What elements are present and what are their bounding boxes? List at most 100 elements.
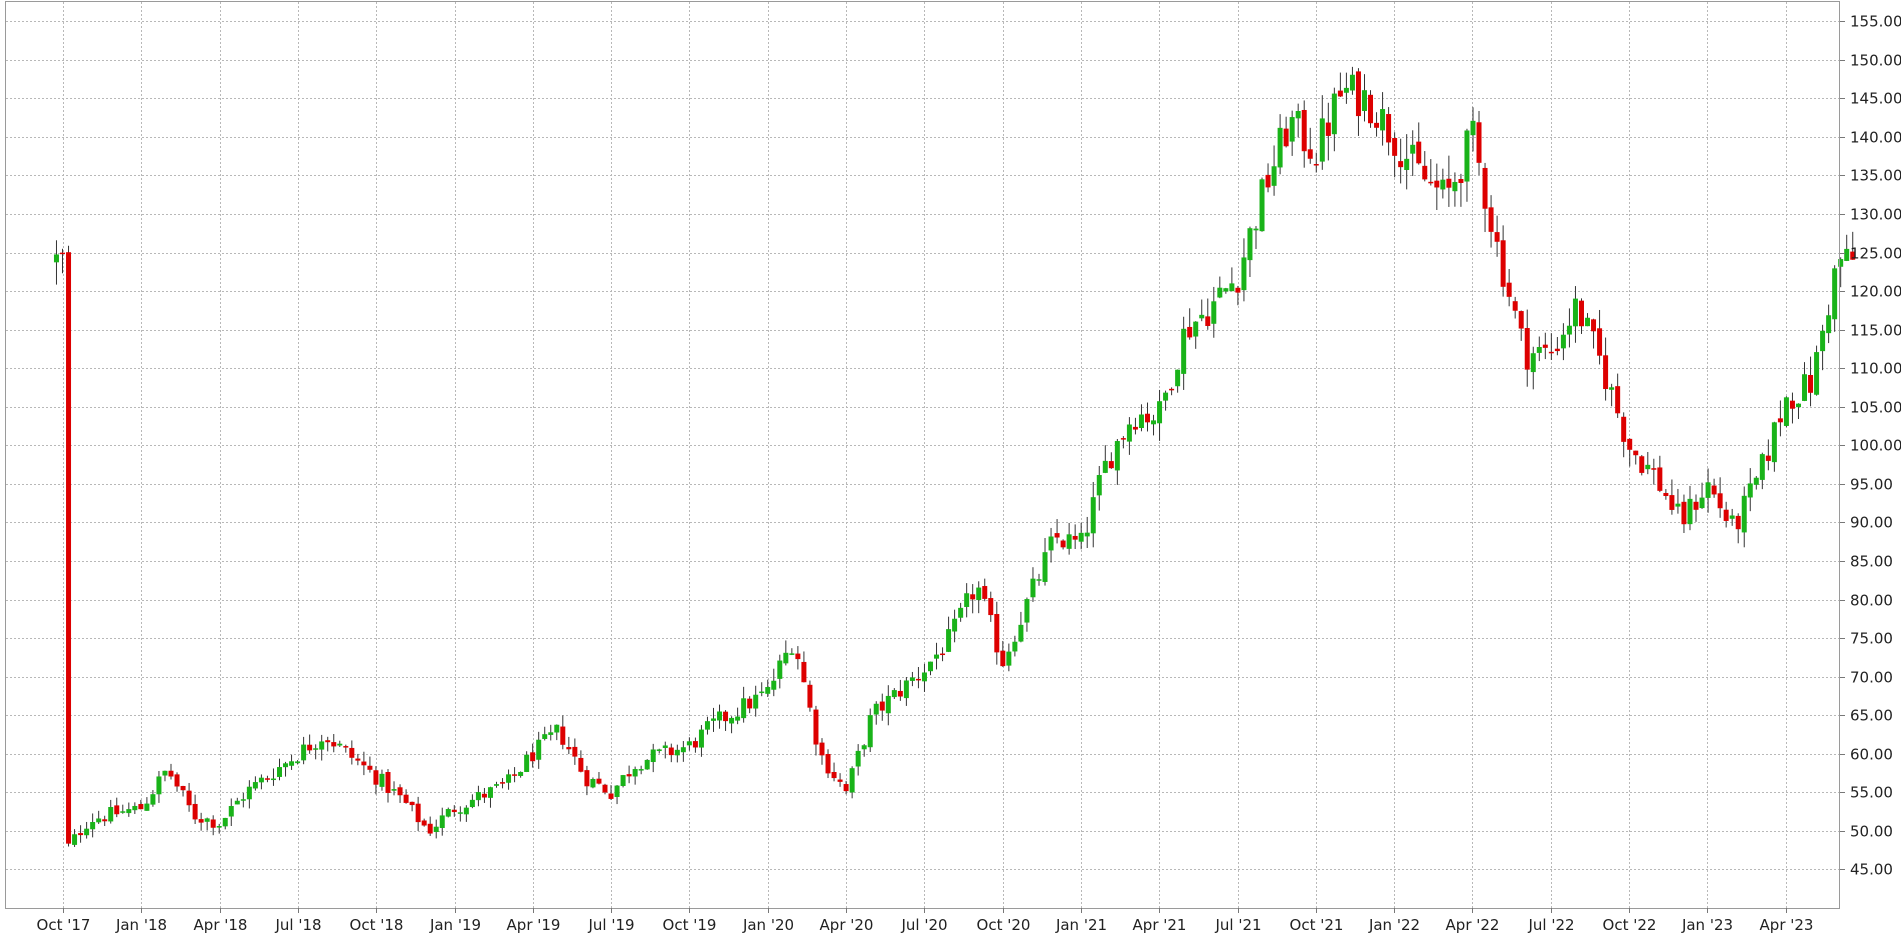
candle-up xyxy=(379,773,385,787)
candle-down xyxy=(1482,167,1488,209)
candle-up xyxy=(277,767,283,777)
candle-up xyxy=(1572,298,1578,327)
candle-up xyxy=(674,749,680,756)
y-tick-label: 120.00 xyxy=(1850,283,1901,301)
x-tick-label: Jan '18 xyxy=(115,916,167,934)
candle-down xyxy=(180,785,186,791)
candle-up xyxy=(964,593,970,607)
candle-up xyxy=(240,799,246,801)
candle-up xyxy=(120,811,126,813)
candle-up xyxy=(1814,352,1820,395)
x-tick-label: Apr '18 xyxy=(194,916,248,934)
candle-up xyxy=(72,834,78,845)
candle-up xyxy=(1795,403,1801,408)
candle-down xyxy=(1693,501,1699,510)
candle-up xyxy=(1259,179,1265,232)
candle-down xyxy=(801,661,807,683)
candle-up xyxy=(1048,536,1054,551)
y-tick-label: 60.00 xyxy=(1850,746,1893,764)
candle-up xyxy=(1410,144,1416,154)
candle-down xyxy=(168,770,174,777)
candle-up xyxy=(789,653,795,655)
candle-up xyxy=(1078,532,1084,542)
candle-down xyxy=(1368,94,1374,124)
candle-up xyxy=(1380,109,1386,131)
candle-down xyxy=(747,698,753,709)
candle-down xyxy=(367,765,373,770)
candle-series xyxy=(53,66,1856,847)
candle-up xyxy=(1090,497,1096,534)
candle-up xyxy=(144,803,150,811)
candle-up xyxy=(270,778,276,781)
candle-up xyxy=(150,794,156,805)
candle-up xyxy=(1844,248,1850,261)
candle-down xyxy=(415,803,421,823)
candle-down xyxy=(1789,400,1795,409)
candle-down xyxy=(915,678,921,681)
candle-down xyxy=(608,793,614,799)
candle-down xyxy=(1392,138,1398,156)
candle-up xyxy=(909,677,915,681)
candle-up xyxy=(337,743,343,746)
y-tick-label: 75.00 xyxy=(1850,630,1893,648)
candle-up xyxy=(53,254,59,263)
candle-up xyxy=(319,741,325,750)
candle-up xyxy=(753,694,759,709)
candle-up xyxy=(493,784,499,786)
candle-down xyxy=(1325,122,1331,136)
candle-up xyxy=(132,805,138,811)
candle-down xyxy=(1476,122,1482,163)
x-tick-label: Oct '21 xyxy=(1290,916,1344,934)
candle-down xyxy=(692,741,698,748)
candle-up xyxy=(849,768,855,793)
candle-down xyxy=(723,711,729,722)
x-tick-label: Jan '21 xyxy=(1055,916,1107,934)
candle-up xyxy=(1175,369,1181,387)
candle-down xyxy=(1283,128,1289,147)
candle-up xyxy=(735,716,741,721)
candle-down xyxy=(530,752,536,762)
y-tick-label: 125.00 xyxy=(1850,245,1901,263)
candle-up xyxy=(1247,228,1253,261)
candle-up xyxy=(1066,534,1072,549)
y-tick-label: 95.00 xyxy=(1850,476,1893,494)
candle-down xyxy=(186,790,192,806)
candle-down xyxy=(668,747,674,756)
candle-down xyxy=(825,753,831,774)
x-tick-label: Oct '19 xyxy=(663,916,717,934)
y-tick-label: 45.00 xyxy=(1850,861,1893,879)
candle-down xyxy=(78,833,84,836)
candle-up xyxy=(698,729,704,748)
candle-up xyxy=(246,786,252,800)
candle-up xyxy=(487,787,493,798)
candle-up xyxy=(1102,460,1108,473)
candle-up xyxy=(638,769,644,771)
y-tick-label: 80.00 xyxy=(1850,592,1893,610)
candle-up xyxy=(1217,287,1223,298)
candle-down xyxy=(1494,232,1500,242)
candle-up xyxy=(96,818,102,823)
candle-up xyxy=(1440,179,1446,190)
x-tick-label: Apr '19 xyxy=(507,916,561,934)
candle-up xyxy=(301,744,307,761)
candle-up xyxy=(1084,532,1090,537)
candle-up xyxy=(1042,552,1048,582)
candle-up xyxy=(445,809,451,817)
candle-down xyxy=(1524,328,1530,370)
x-tick-label: Oct '18 xyxy=(350,916,404,934)
candle-up xyxy=(1530,353,1536,373)
candle-up xyxy=(1585,317,1591,327)
candle-down xyxy=(1578,300,1584,327)
candle-up xyxy=(891,690,897,698)
candle-up xyxy=(1114,441,1120,471)
candle-down xyxy=(355,758,361,761)
y-tick-label: 105.00 xyxy=(1850,399,1901,417)
x-tick-label: Jan '19 xyxy=(429,916,481,934)
candle-up xyxy=(1699,497,1705,509)
candle-up xyxy=(1012,641,1018,652)
candle-down xyxy=(1621,416,1627,442)
candle-up xyxy=(1361,90,1367,112)
candle-down xyxy=(795,653,801,660)
candle-down xyxy=(1850,251,1856,260)
candle-up xyxy=(1729,515,1735,519)
